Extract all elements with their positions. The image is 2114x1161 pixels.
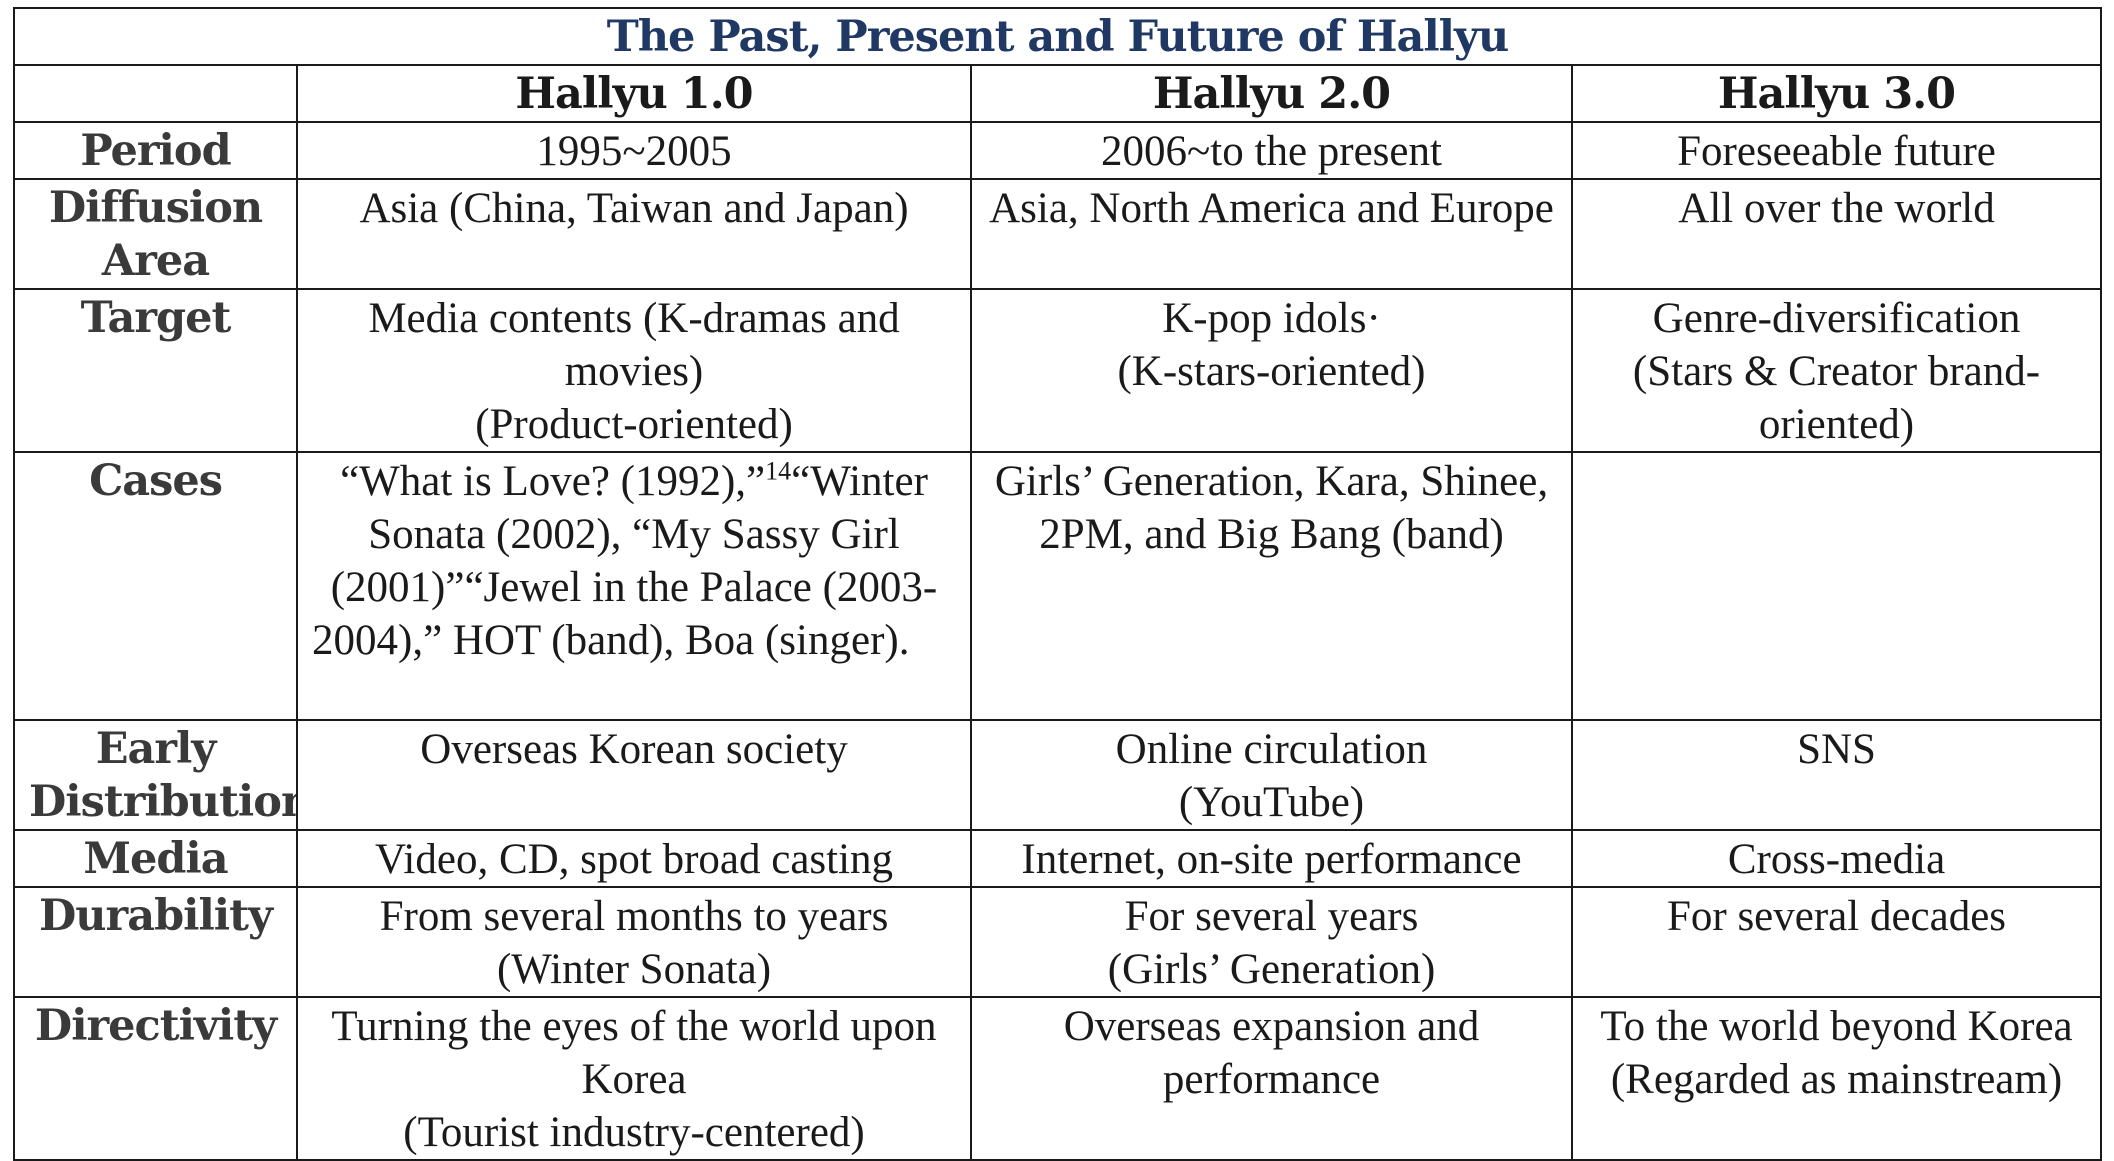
table-title: The Past, Present and Future of Hallyu xyxy=(12,7,2103,66)
header-hallyu-2: Hallyu 2.0 xyxy=(970,64,1573,123)
early-hallyu-3: SNS xyxy=(1570,719,2103,831)
early-hallyu-2-note: (YouTube) xyxy=(1178,779,1365,826)
directivity-hallyu-1-text: Turning the eyes of the world upon Korea xyxy=(331,1003,937,1103)
cases-hallyu-1-part2: “Winter Sonata (2002), “My Sassy Girl (2… xyxy=(312,458,938,664)
header-hallyu-1: Hallyu 1.0 xyxy=(296,64,972,123)
target-hallyu-2-text: K-pop idols· xyxy=(1162,295,1381,342)
diffusion-hallyu-1: Asia (China, Taiwan and Japan) xyxy=(296,178,972,290)
header-row: Hallyu 1.0 Hallyu 2.0 Hallyu 3.0 xyxy=(13,64,2103,123)
row-label-directivity: Directivity xyxy=(13,996,298,1161)
durability-hallyu-3: For several decades xyxy=(1570,886,2103,998)
header-corner xyxy=(13,64,298,123)
diffusion-hallyu-3: All over the world xyxy=(1570,178,2103,290)
target-hallyu-2-note: (K-stars-oriented) xyxy=(1117,348,1426,395)
early-hallyu-2-text: Online circulation xyxy=(1115,726,1428,773)
durability-hallyu-1-note: (Winter Sonata) xyxy=(496,946,772,993)
table-title-row: The Past, Present and Future of Hallyu xyxy=(12,7,2103,66)
footnote-marker: 14 xyxy=(765,456,792,486)
directivity-hallyu-1: Turning the eyes of the world upon Korea… xyxy=(296,996,972,1161)
directivity-hallyu-1-note: (Tourist industry-centered) xyxy=(403,1109,865,1156)
directivity-hallyu-2: Overseas expansion and performance xyxy=(970,996,1573,1161)
diffusion-hallyu-2: Asia, North America and Europe xyxy=(970,178,1573,290)
row-early-distribution: Early Distribution Overseas Korean socie… xyxy=(13,719,2103,831)
early-hallyu-1: Overseas Korean society xyxy=(296,719,972,831)
row-label-diffusion-area: Diffusion Area xyxy=(13,178,298,290)
row-label-early-distribution: Early Distribution xyxy=(13,719,298,831)
target-hallyu-1-text: Media contents (K-dramas and movies) xyxy=(368,295,900,395)
row-durability: Durability From several months to years … xyxy=(13,886,2103,998)
period-hallyu-3: Foreseeable future xyxy=(1570,121,2103,180)
durability-hallyu-2: For several years (Girls’ Generation) xyxy=(970,886,1573,998)
row-diffusion-area: Diffusion Area Asia (China, Taiwan and J… xyxy=(13,178,2103,290)
header-hallyu-3: Hallyu 3.0 xyxy=(1570,64,2103,123)
cases-hallyu-2: Girls’ Generation, Kara, Shinee, 2PM, an… xyxy=(970,451,1573,721)
durability-hallyu-2-text: For several years xyxy=(1124,893,1419,940)
early-hallyu-2: Online circulation (YouTube) xyxy=(970,719,1573,831)
row-label-media: Media xyxy=(13,829,298,888)
cases-hallyu-1: “What is Love? (1992),”14“Winter Sonata … xyxy=(296,451,972,721)
target-hallyu-2: K-pop idols· (K-stars-oriented) xyxy=(970,288,1573,453)
media-hallyu-1: Video, CD, spot broad casting xyxy=(296,829,972,888)
durability-hallyu-1-text: From several months to years xyxy=(379,893,889,940)
row-label-period: Period xyxy=(13,121,298,180)
media-hallyu-2: Internet, on-site performance xyxy=(970,829,1573,888)
directivity-hallyu-3: To the world beyond Korea (Regarded as m… xyxy=(1570,996,2103,1161)
row-period: Period 1995~2005 2006~to the present For… xyxy=(13,121,2103,180)
period-hallyu-1: 1995~2005 xyxy=(296,121,972,180)
target-hallyu-3-text: Genre-diversification xyxy=(1652,295,2021,342)
row-target: Target Media contents (K-dramas and movi… xyxy=(13,288,2103,453)
row-label-durability: Durability xyxy=(13,886,298,998)
target-hallyu-1: Media contents (K-dramas and movies) (Pr… xyxy=(296,288,972,453)
durability-hallyu-1: From several months to years (Winter Son… xyxy=(296,886,972,998)
row-directivity: Directivity Turning the eyes of the worl… xyxy=(13,996,2103,1161)
target-hallyu-3-note: (Stars & Creator brand-oriented) xyxy=(1632,348,2041,448)
period-hallyu-2: 2006~to the present xyxy=(970,121,1573,180)
hallyu-comparison-table: The Past, Present and Future of Hallyu H… xyxy=(12,7,2103,1161)
durability-hallyu-2-note: (Girls’ Generation) xyxy=(1107,946,1436,993)
row-cases: Cases “What is Love? (1992),”14“Winter S… xyxy=(13,451,2103,721)
target-hallyu-3: Genre-diversification (Stars & Creator b… xyxy=(1570,288,2103,453)
row-label-cases: Cases xyxy=(13,451,298,721)
row-media: Media Video, CD, spot broad casting Inte… xyxy=(13,829,2103,888)
media-hallyu-3: Cross-media xyxy=(1570,829,2103,888)
cases-hallyu-3 xyxy=(1570,451,2103,721)
row-label-target: Target xyxy=(13,288,298,453)
cases-hallyu-1-part1: “What is Love? (1992),” xyxy=(340,458,766,505)
target-hallyu-1-note: (Product-oriented) xyxy=(475,401,793,448)
